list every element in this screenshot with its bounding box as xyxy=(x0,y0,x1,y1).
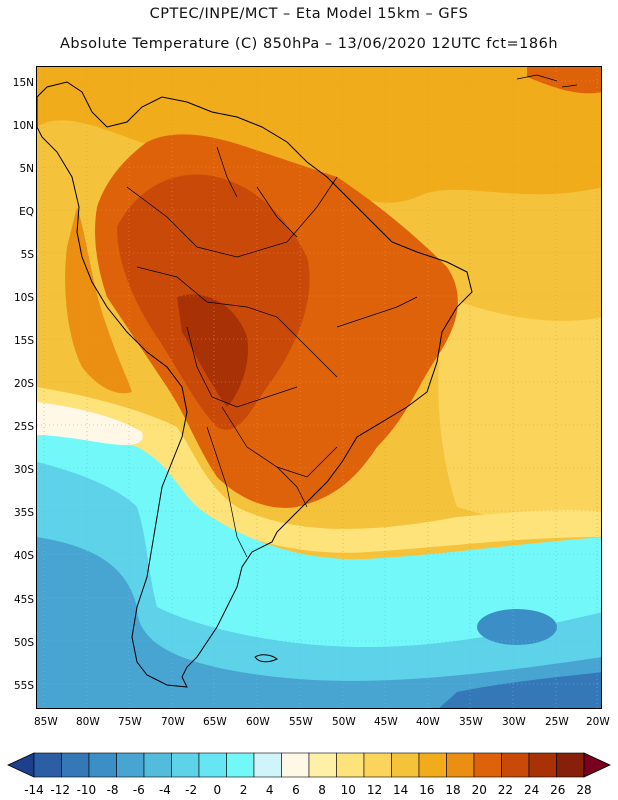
lon-label-70w: 70W xyxy=(161,716,185,728)
colorbar-cell xyxy=(226,752,255,778)
colorbar-label: 2 xyxy=(239,783,248,797)
chart-title-variable: Absolute Temperature (C) 850hPa – 13/06/… xyxy=(59,36,559,52)
colder-region xyxy=(37,462,601,708)
colorbar xyxy=(7,752,611,778)
subtropical-band xyxy=(37,387,601,553)
colorbar-cell xyxy=(253,752,282,778)
colorbar-cell xyxy=(473,752,502,778)
colorbar-label: -12 xyxy=(50,783,70,797)
lat-label-45s: 45S xyxy=(13,594,34,606)
lon-label-75w: 75W xyxy=(118,716,142,728)
lat-label-10s: 10S xyxy=(13,292,34,304)
cold-core xyxy=(477,609,557,645)
lon-label-50w: 50W xyxy=(332,716,356,728)
lon-label-60w: 60W xyxy=(246,716,270,728)
colorbar-cell xyxy=(391,752,420,778)
colorbar-label: 14 xyxy=(393,783,409,797)
colorbar-cell xyxy=(281,752,310,778)
colorbar-cell xyxy=(363,752,392,778)
chart-title-model: CPTEC/INPE/MCT – Eta Model 15km – GFS xyxy=(149,6,469,22)
colorbar-arrow-high xyxy=(583,752,611,778)
coldest-region xyxy=(37,537,601,708)
colorbar-cell xyxy=(528,752,557,778)
lat-label-5n: 5N xyxy=(19,163,34,175)
colorbar-cell xyxy=(336,752,365,778)
country-borders xyxy=(126,146,418,558)
lat-label-15s: 15S xyxy=(13,335,34,347)
lat-label-55s: 55S xyxy=(13,680,34,692)
colorbar-label: -14 xyxy=(24,783,44,797)
lat-label-eq: EQ xyxy=(19,206,34,218)
colorbar-label: 20 xyxy=(471,783,487,797)
falkland-islands xyxy=(254,654,278,663)
colorbar-label: 8 xyxy=(318,783,326,797)
colorbar-cell xyxy=(88,752,117,778)
colorbar-cell xyxy=(308,752,337,778)
far-south-cold xyxy=(439,672,601,708)
colorbar-label: 26 xyxy=(550,783,566,797)
colorbar-arrow-low xyxy=(7,752,35,778)
colorbar-label: 24 xyxy=(523,783,540,797)
atlantic-warm-yellow xyxy=(438,297,601,531)
lat-label-35s: 35S xyxy=(13,507,34,519)
colorbar-cell xyxy=(61,752,90,778)
lat-label-50s: 50S xyxy=(13,637,34,649)
colorbar-label: -4 xyxy=(158,783,171,797)
temperature-map xyxy=(36,66,602,709)
colorbar-label: -8 xyxy=(106,783,119,797)
colorbar-cell xyxy=(143,752,172,778)
colorbar-label: 28 xyxy=(576,783,592,797)
colorbar-label: 22 xyxy=(497,783,514,797)
colorbar-label: 4 xyxy=(265,783,274,797)
lat-label-30s: 30S xyxy=(13,464,34,476)
colorbar-cells xyxy=(33,752,585,778)
lat-label-25s: 25S xyxy=(13,421,34,433)
lon-label-35w: 35W xyxy=(459,716,483,728)
lon-label-65w: 65W xyxy=(203,716,227,728)
lon-label-85w: 85W xyxy=(34,716,58,728)
colorbar-cell xyxy=(198,752,227,778)
colorbar-cell xyxy=(171,752,200,778)
lon-label-55w: 55W xyxy=(289,716,313,728)
lat-label-10n: 10N xyxy=(12,120,34,132)
colorbar-cell xyxy=(33,752,62,778)
colorbar-label: -2 xyxy=(185,783,198,797)
lat-label-15n: 15N xyxy=(12,77,34,89)
north-band xyxy=(37,67,601,203)
lat-label-5s: 5S xyxy=(20,249,34,261)
colorbar-label: 10 xyxy=(340,783,356,797)
south-america-outline xyxy=(37,81,473,688)
colorbar-cell xyxy=(116,752,145,778)
map-canvas xyxy=(37,67,601,708)
colorbar-cell xyxy=(501,752,530,778)
colorbar-label: 16 xyxy=(419,783,435,797)
colorbar-label: -10 xyxy=(76,783,97,797)
lon-label-30w: 30W xyxy=(502,716,526,728)
caribbean-islands xyxy=(516,74,578,88)
lon-label-20w: 20W xyxy=(586,716,610,728)
colorbar-label: 6 xyxy=(292,783,300,797)
hot-core xyxy=(177,294,248,407)
lon-label-45w: 45W xyxy=(374,716,398,728)
colorbar-cell xyxy=(556,752,585,778)
lon-label-25w: 25W xyxy=(545,716,569,728)
lon-label-80w: 80W xyxy=(76,716,100,728)
pale-strip xyxy=(37,402,143,445)
colorbar-label: 0 xyxy=(213,783,222,797)
lat-label-40s: 40S xyxy=(13,550,34,562)
colorbar-label: -6 xyxy=(132,783,145,797)
north-hot-patch xyxy=(527,67,601,94)
lat-label-20s: 20S xyxy=(13,378,34,390)
lon-label-40w: 40W xyxy=(416,716,440,728)
colorbar-cell xyxy=(418,752,447,778)
colorbar-label: 18 xyxy=(445,783,461,797)
pacific-coast-band xyxy=(65,207,132,394)
colorbar-cell xyxy=(446,752,475,778)
colorbar-label: 12 xyxy=(366,783,383,797)
